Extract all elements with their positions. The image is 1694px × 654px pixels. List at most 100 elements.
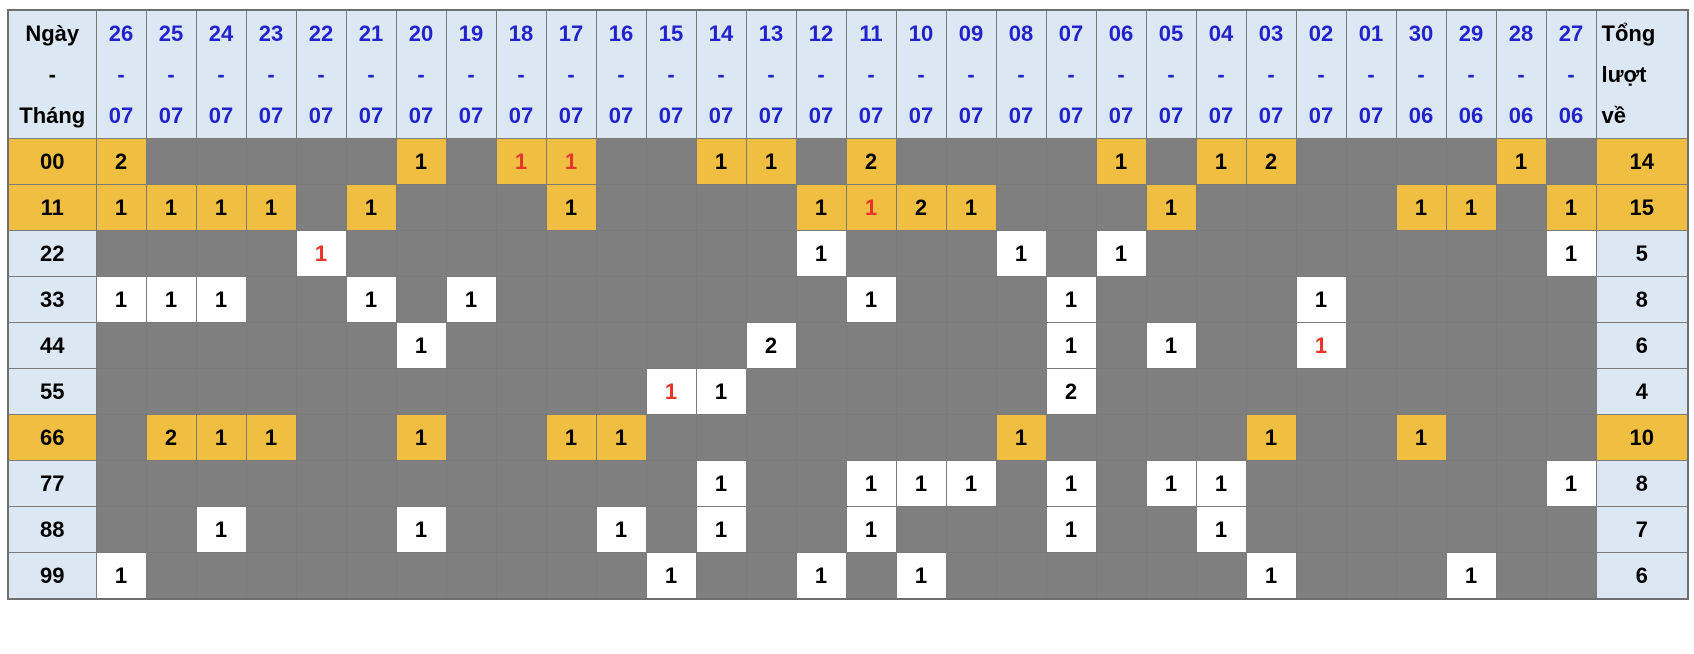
cell-44-15-07 bbox=[645, 322, 697, 369]
date-header-19-07[interactable]: 19 - 07 bbox=[445, 9, 497, 139]
date-header-29-06[interactable]: 29 - 06 bbox=[1445, 9, 1497, 139]
date-header-02-07[interactable]: 02 - 07 bbox=[1295, 9, 1347, 139]
date-header-text: 07 bbox=[508, 103, 534, 128]
date-header-text: 07 bbox=[1308, 103, 1334, 128]
date-header-17-07[interactable]: 17 - 07 bbox=[545, 9, 597, 139]
cell-33-09-07 bbox=[945, 276, 997, 323]
cell-00-26-07: 2 bbox=[95, 138, 147, 185]
cell-99-28-06 bbox=[1495, 552, 1547, 600]
cell-33-24-07: 1 bbox=[195, 276, 247, 323]
date-header-16-07[interactable]: 16 - 07 bbox=[595, 9, 647, 139]
cell-99-23-07 bbox=[245, 552, 297, 600]
cell-22-10-07 bbox=[895, 230, 947, 277]
cell-77-11-07: 1 bbox=[845, 460, 897, 507]
date-header-text: 07 bbox=[1208, 103, 1234, 128]
cell-77-12-07 bbox=[795, 460, 847, 507]
date-header-text: - bbox=[567, 62, 575, 87]
cell-77-04-07: 1 bbox=[1195, 460, 1247, 507]
date-header-text: 07 bbox=[958, 103, 984, 128]
date-header-text: 07 bbox=[358, 103, 384, 128]
date-header-18-07[interactable]: 18 - 07 bbox=[495, 9, 547, 139]
cell-00-19-07 bbox=[445, 138, 497, 185]
date-header-10-07[interactable]: 10 - 07 bbox=[895, 9, 947, 139]
date-header-22-07[interactable]: 22 - 07 bbox=[295, 9, 347, 139]
date-header-14-07[interactable]: 14 - 07 bbox=[695, 9, 747, 139]
date-header-01-07[interactable]: 01 - 07 bbox=[1345, 9, 1397, 139]
cell-22-11-07 bbox=[845, 230, 897, 277]
date-header-06-07[interactable]: 06 - 07 bbox=[1095, 9, 1147, 139]
cell-11-17-07: 1 bbox=[545, 184, 597, 231]
cell-11-11-07: 1 bbox=[845, 184, 897, 231]
date-header-text: - bbox=[1067, 62, 1075, 87]
cell-55-10-07 bbox=[895, 368, 947, 415]
date-header-07-07[interactable]: 07 - 07 bbox=[1045, 9, 1097, 139]
date-header-25-07[interactable]: 25 - 07 bbox=[145, 9, 197, 139]
date-header-09-07[interactable]: 09 - 07 bbox=[945, 9, 997, 139]
date-header-15-07[interactable]: 15 - 07 bbox=[645, 9, 697, 139]
cell-00-17-07: 1 bbox=[545, 138, 597, 185]
date-header-26-07[interactable]: 26 - 07 bbox=[95, 9, 147, 139]
date-header-20-07[interactable]: 20 - 07 bbox=[395, 9, 447, 139]
cell-33-28-06 bbox=[1495, 276, 1547, 323]
cell-00-08-07 bbox=[995, 138, 1047, 185]
date-header-12-07[interactable]: 12 - 07 bbox=[795, 9, 847, 139]
cell-00-10-07 bbox=[895, 138, 947, 185]
cell-22-28-06 bbox=[1495, 230, 1547, 277]
cell-88-18-07 bbox=[495, 506, 547, 553]
date-header-28-06[interactable]: 28 - 06 bbox=[1495, 9, 1547, 139]
date-header-04-07[interactable]: 04 - 07 bbox=[1195, 9, 1247, 139]
cell-00-16-07 bbox=[595, 138, 647, 185]
cell-55-09-07 bbox=[945, 368, 997, 415]
date-header-text: 26 bbox=[108, 21, 134, 46]
date-header-text: 18 bbox=[508, 21, 534, 46]
cell-22-08-07: 1 bbox=[995, 230, 1047, 277]
date-header-23-07[interactable]: 23 - 07 bbox=[245, 9, 297, 139]
cell-11-16-07 bbox=[595, 184, 647, 231]
date-header-21-07[interactable]: 21 - 07 bbox=[345, 9, 397, 139]
cell-77-03-07 bbox=[1245, 460, 1297, 507]
cell-11-04-07 bbox=[1195, 184, 1247, 231]
date-header-03-07[interactable]: 03 - 07 bbox=[1245, 9, 1297, 139]
cell-66-25-07: 2 bbox=[145, 414, 197, 461]
cell-77-22-07 bbox=[295, 460, 347, 507]
cell-99-15-07: 1 bbox=[645, 552, 697, 600]
date-header-08-07[interactable]: 08 - 07 bbox=[995, 9, 1047, 139]
row-33: 33 1 1 1 1 1 1 1 1 8 bbox=[7, 276, 1689, 323]
cell-00-13-07: 1 bbox=[745, 138, 797, 185]
cell-77-26-07 bbox=[95, 460, 147, 507]
cell-55-27-06 bbox=[1545, 368, 1597, 415]
cell-11-22-07 bbox=[295, 184, 347, 231]
date-header-text: 29 bbox=[1458, 21, 1484, 46]
cell-99-01-07 bbox=[1345, 552, 1397, 600]
cell-44-17-07 bbox=[545, 322, 597, 369]
cell-33-18-07 bbox=[495, 276, 547, 323]
date-header-05-07[interactable]: 05 - 07 bbox=[1145, 9, 1197, 139]
cell-44-03-07 bbox=[1245, 322, 1297, 369]
cell-33-14-07 bbox=[695, 276, 747, 323]
cell-22-27-06: 1 bbox=[1545, 230, 1597, 277]
date-header-30-06[interactable]: 30 - 06 bbox=[1395, 9, 1447, 139]
cell-88-23-07 bbox=[245, 506, 297, 553]
date-header-24-07[interactable]: 24 - 07 bbox=[195, 9, 247, 139]
date-header-text: - bbox=[467, 62, 475, 87]
date-header-text: - bbox=[367, 62, 375, 87]
cell-66-26-07 bbox=[95, 414, 147, 461]
cell-11-03-07 bbox=[1245, 184, 1297, 231]
row-label-33: 33 bbox=[7, 276, 97, 323]
date-header-11-07[interactable]: 11 - 07 bbox=[845, 9, 897, 139]
cell-11-14-07 bbox=[695, 184, 747, 231]
date-header-text: 07 bbox=[858, 103, 884, 128]
date-header-text: 07 bbox=[558, 103, 584, 128]
cell-99-19-07 bbox=[445, 552, 497, 600]
cell-66-28-06 bbox=[1495, 414, 1547, 461]
cell-44-26-07 bbox=[95, 322, 147, 369]
cell-77-23-07 bbox=[245, 460, 297, 507]
cell-55-04-07 bbox=[1195, 368, 1247, 415]
date-header-text: 06 bbox=[1558, 103, 1584, 128]
cell-11-20-07 bbox=[395, 184, 447, 231]
cell-44-24-07 bbox=[195, 322, 247, 369]
date-header-27-06[interactable]: 27 - 06 bbox=[1545, 9, 1597, 139]
cell-33-12-07 bbox=[795, 276, 847, 323]
date-header-13-07[interactable]: 13 - 07 bbox=[745, 9, 797, 139]
cell-44-06-07 bbox=[1095, 322, 1147, 369]
